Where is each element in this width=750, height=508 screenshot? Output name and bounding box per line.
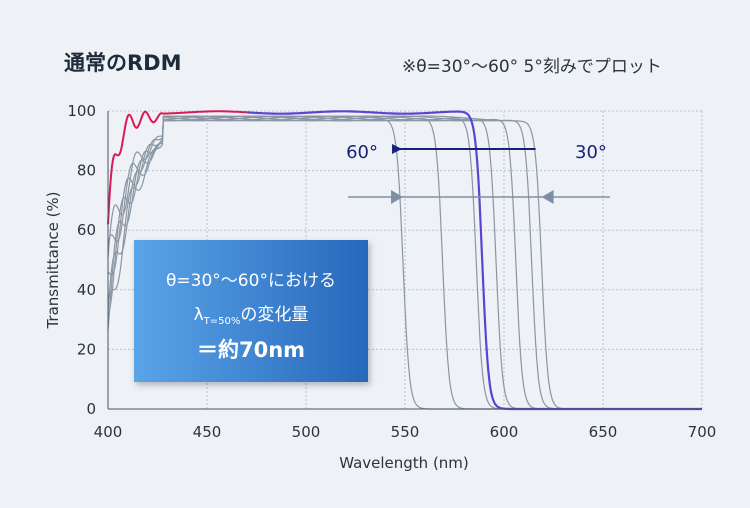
x-tick-label: 650 [589,423,618,441]
angle-60-label: 60° [346,142,378,163]
angle-30-label: 30° [575,142,607,163]
highlight-line-red [107,110,247,225]
right-inward-arrowhead [541,190,554,204]
y-axis-label: Transmittance (%) [44,191,62,329]
lambda-subscript: T=50% [203,316,241,327]
y-tick-label: 60 [77,221,96,239]
x-tick-label: 700 [688,423,717,441]
y-tick-label: 0 [86,400,96,418]
y-tick-label: 20 [77,340,96,358]
x-tick-label: 600 [490,423,519,441]
x-tick-label: 550 [391,423,420,441]
callout-box: θ=30°〜60°における λT=50%の変化量 ＝約70nm [134,240,368,382]
x-tick-label: 400 [94,423,123,441]
y-tick-label: 80 [77,162,96,180]
x-tick-label: 450 [193,423,222,441]
chart-title: 通常のRDM [64,51,182,75]
arrows [348,144,610,204]
y-tick-label: 40 [77,281,96,299]
callout-line1: θ=30°〜60°における [166,271,336,291]
left-inward-arrowhead [391,190,404,204]
x-axis-label: Wavelength (nm) [339,454,469,472]
callout-line2: λT=50%の変化量 [134,300,368,327]
y-tick-label: 100 [67,102,96,120]
callout-line3: ＝約70nm [196,338,306,362]
callout-line2-rest: の変化量 [240,305,309,325]
axes: 400 450 500 550 600 650 700 0 20 40 60 80 100 [67,102,716,441]
lambda-symbol: λ [193,305,204,325]
x-tick-label: 500 [292,423,321,441]
plot-note: ※θ=30°〜60° 5°刻みでプロット [402,57,662,77]
